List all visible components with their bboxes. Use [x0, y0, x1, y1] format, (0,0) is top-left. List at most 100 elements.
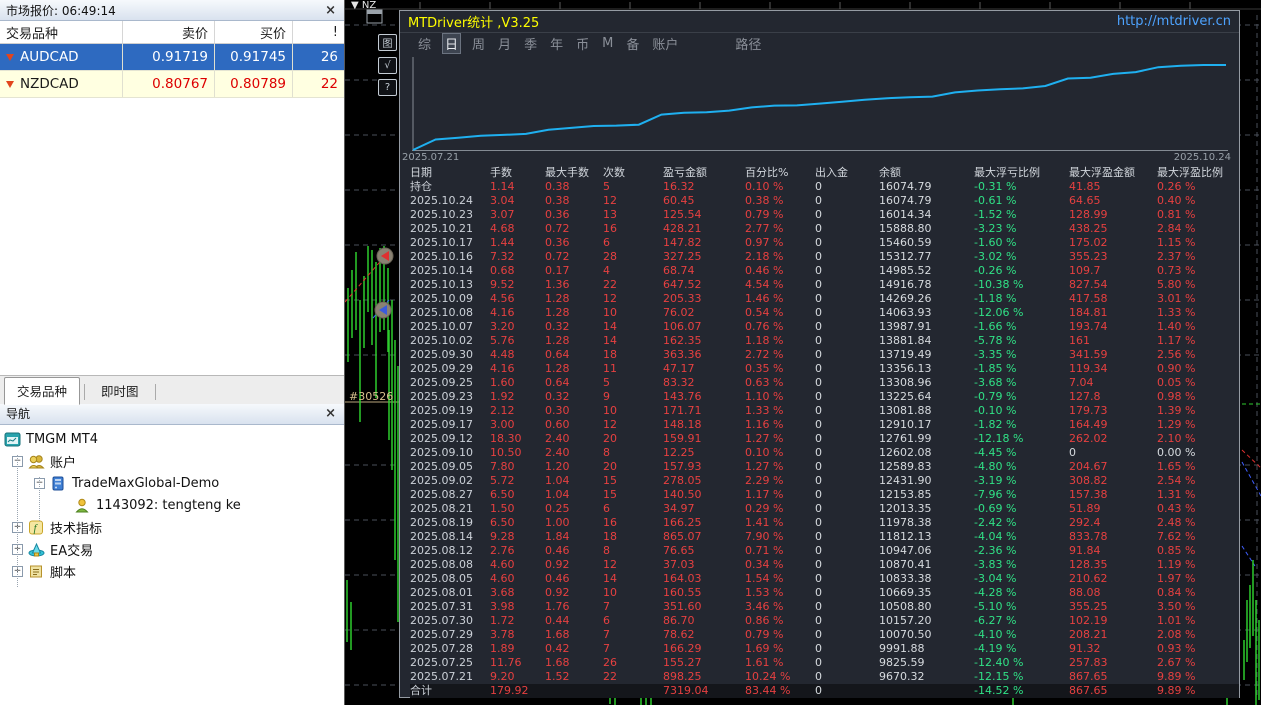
close-icon[interactable]: ×	[325, 2, 336, 18]
stats-cell: 2.56 %	[1157, 348, 1196, 361]
stats-cell: -2.36 %	[974, 544, 1017, 557]
tree-indent	[0, 571, 12, 572]
stats-cell: 0	[815, 390, 822, 403]
toolbar-item-月[interactable]: 月	[498, 37, 512, 53]
stats-cell: 0.54 %	[745, 306, 784, 319]
navigator-item-trademaxglobal-demo[interactable]: − TradeMaxGlobal-Demo	[0, 473, 344, 495]
stats-cell: 0.68	[490, 264, 515, 277]
stats-cell: 2025.10.07	[410, 320, 473, 333]
stats-cell: 12761.99	[879, 432, 932, 445]
stats-row: 2025.09.29 4.16 1.28 11 47.17 0.35 % 0 13356.13…	[410, 362, 1239, 376]
stats-cell: 0	[815, 628, 822, 641]
toolbar-item-日[interactable]: 日	[442, 32, 462, 54]
stats-cell: 1.65 %	[1157, 460, 1196, 473]
stats-row: 2025.07.31 3.98 1.76 7 351.60 3.46 % 0 10508.80…	[410, 600, 1239, 614]
navigator-item-1143092-tengteng-ke[interactable]: 1143092: tengteng ke	[0, 495, 344, 517]
stats-cell: 6	[603, 502, 610, 515]
navigator-item--[interactable]: + 脚本	[0, 561, 344, 583]
stats-cell: 11.76	[490, 656, 522, 669]
account-icon	[74, 498, 91, 513]
stats-cell: 363.36	[663, 348, 702, 361]
stats-cell: 10	[603, 306, 617, 319]
stats-cell: 10	[603, 586, 617, 599]
col-symbol[interactable]: 交易品种	[0, 21, 123, 43]
toolbar-item-备[interactable]: 备	[626, 37, 640, 53]
navigator-item-tmgm-mt4[interactable]: TMGM MT4	[0, 429, 344, 451]
stats-cell: 143.76	[663, 390, 702, 403]
stats-row: 2025.07.30 1.72 0.44 6 86.70 0.86 % 0 10157.20 -…	[410, 614, 1239, 628]
stats-cell: 2.40	[545, 432, 570, 445]
stats-cell: 2.48 %	[1157, 516, 1196, 529]
chart-sqrt-button[interactable]: √	[378, 57, 397, 74]
left-panel: 市场报价: 06:49:14 × 交易品种 卖价 买价 ! AUDCAD 0.91…	[0, 0, 345, 705]
stats-cell: 12	[603, 292, 617, 305]
stats-cell: 3.50 %	[1157, 600, 1196, 613]
stats-cell: 0.38 %	[745, 194, 784, 207]
stats-cell: 11978.38	[879, 516, 932, 529]
stats-cell: 83.44 %	[745, 684, 791, 697]
stats-cell: 204.67	[1069, 460, 1108, 473]
chart-help-button[interactable]: ?	[378, 79, 397, 96]
stats-cell: 0	[815, 572, 822, 585]
stats-cell: 2025.09.05	[410, 460, 473, 473]
col-spread[interactable]: !	[332, 24, 338, 40]
close-icon[interactable]: ×	[325, 406, 336, 421]
stats-cell: 9.89 %	[1157, 670, 1196, 683]
stats-cell: 2025.08.27	[410, 488, 473, 501]
tree-item-label: 脚本	[50, 566, 77, 581]
navigator-item--[interactable]: − 账户	[0, 451, 344, 473]
toolbar-item-年[interactable]: 年	[550, 37, 564, 53]
stats-cell: 308.82	[1069, 474, 1108, 487]
market-watch-row-audcad[interactable]: AUDCAD 0.91719 0.91745 26	[0, 44, 344, 71]
stats-cell: 0	[815, 320, 822, 333]
indicators-icon: f	[28, 520, 45, 535]
date-start-label: 2025.07.21	[402, 152, 460, 163]
stats-cell: 20	[603, 460, 617, 473]
navigator-item-ea-[interactable]: + EA交易	[0, 539, 344, 561]
stats-cell: 4.16	[490, 362, 515, 375]
stats-cell: 0.46	[545, 572, 570, 585]
toolbar-item-周[interactable]: 周	[472, 37, 486, 53]
toolbar-item-币[interactable]: 币	[576, 37, 590, 53]
navigator-item--[interactable]: + f 技术指标	[0, 517, 344, 539]
toolbar-item-M[interactable]: M	[602, 35, 614, 51]
stats-cell: 1.36	[545, 278, 570, 291]
stats-cell: 2025.09.10	[410, 446, 473, 459]
stats-cell: 179.73	[1069, 404, 1108, 417]
stats-total-row: 合计 179.92 7319.04 83.44 % 0 -14.52 % 867.65 9.8…	[410, 684, 1239, 698]
chart-image-button[interactable]: 图	[378, 34, 397, 51]
toolbar-item-路径[interactable]: 路径	[735, 37, 762, 53]
stats-cell: 13225.64	[879, 390, 932, 403]
stats-cell: 125.54	[663, 208, 702, 221]
chart-symbol-fragment[interactable]: ▼ NZ	[351, 0, 377, 11]
stats-cell: 10833.38	[879, 572, 932, 585]
col-ask[interactable]: 买价	[215, 21, 293, 43]
stats-cell: 208.21	[1069, 628, 1108, 641]
stats-cell: 1.14	[490, 180, 515, 193]
stats-cell: 12	[603, 194, 617, 207]
stats-row: 2025.09.10 10.50 2.40 8 12.25 0.10 % 0 12602.08…	[410, 446, 1239, 460]
stats-cell: 12602.08	[879, 446, 932, 459]
stats-cell: 0.76 %	[745, 320, 784, 333]
price-down-arrow-icon	[6, 80, 14, 88]
stats-cell: 4.60	[490, 572, 515, 585]
stats-cell: 6	[603, 236, 610, 249]
stats-cell: 1.39 %	[1157, 404, 1196, 417]
stats-cell: 51.89	[1069, 502, 1101, 515]
tab-symbols[interactable]: 交易品种	[4, 376, 81, 405]
stats-cell: 0	[815, 446, 822, 459]
market-watch-row-nzdcad[interactable]: NZDCAD 0.80767 0.80789 22	[0, 71, 344, 98]
stats-cell: 0	[815, 376, 822, 389]
stats-cell: 14	[603, 320, 617, 333]
stats-cell: 16074.79	[879, 194, 932, 207]
stats-cell: 0.92	[545, 586, 570, 599]
stats-cell: 162.35	[663, 334, 702, 347]
stats-cell: 20	[603, 432, 617, 445]
mtdriver-link[interactable]: http://mtdriver.cn	[1116, 14, 1231, 29]
toolbar-item-综[interactable]: 综	[418, 37, 432, 53]
col-bid[interactable]: 卖价	[123, 21, 215, 43]
toolbar-item-账户[interactable]: 账户	[652, 37, 679, 53]
stats-cell: 13719.49	[879, 348, 932, 361]
toolbar-item-季[interactable]: 季	[524, 37, 538, 53]
tab-tick-chart[interactable]: 即时图	[101, 383, 139, 399]
